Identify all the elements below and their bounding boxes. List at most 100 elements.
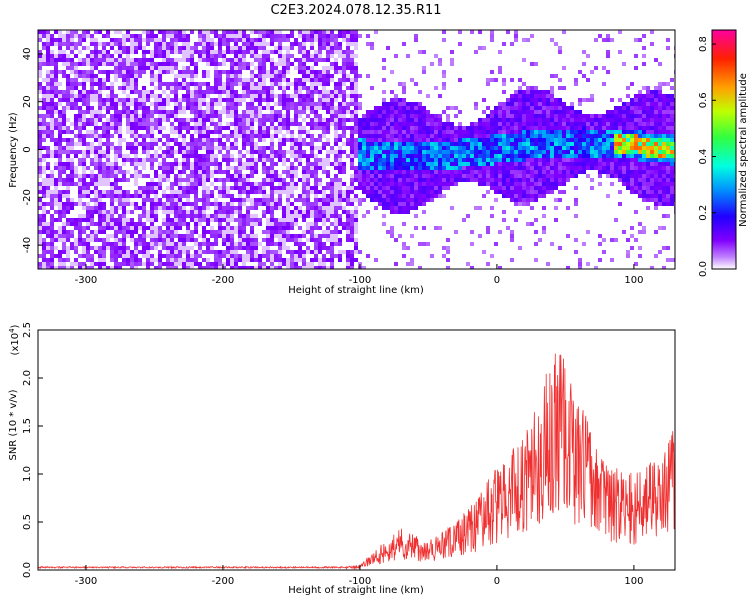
heatmap-cell: [222, 238, 226, 242]
heatmap-cell: [234, 134, 238, 138]
heatmap-cell: [354, 86, 358, 90]
heatmap-cell: [282, 234, 286, 238]
heatmap-cell: [186, 234, 190, 238]
heatmap-cell: [42, 42, 46, 46]
heatmap-cell: [110, 62, 114, 66]
heatmap-cell: [502, 194, 506, 198]
heatmap-cell: [522, 122, 526, 126]
heatmap-cell: [222, 226, 226, 230]
heatmap-cell: [450, 162, 454, 166]
heatmap-cell: [334, 130, 338, 134]
heatmap-cell: [258, 66, 262, 70]
heatmap-cell: [238, 258, 242, 262]
heatmap-cell: [182, 170, 186, 174]
heatmap-cell: [286, 206, 290, 210]
heatmap-cell: [242, 118, 246, 122]
heatmap-cell: [502, 122, 506, 126]
heatmap-cell: [58, 130, 62, 134]
heatmap-cell: [370, 142, 374, 146]
heatmap-cell: [342, 130, 346, 134]
heatmap-cell: [218, 266, 222, 269]
heatmap-cell: [74, 66, 78, 70]
heatmap-cell: [82, 74, 86, 78]
heatmap-cell: [194, 190, 198, 194]
heatmap-cell: [62, 98, 66, 102]
heatmap-cell: [394, 170, 398, 174]
heatmap-cell: [90, 82, 94, 86]
heatmap-cell: [350, 98, 354, 102]
heatmap-cell: [346, 202, 350, 206]
heatmap-cell: [190, 246, 194, 250]
heatmap-cell: [330, 214, 334, 218]
heatmap-cell: [150, 102, 154, 106]
heatmap-cell: [282, 118, 286, 122]
heatmap-cell: [186, 162, 190, 166]
heatmap-cell: [298, 42, 302, 46]
heatmap-cell: [282, 222, 286, 226]
heatmap-cell: [62, 230, 66, 234]
heatmap-cell: [450, 170, 454, 174]
heatmap-cell: [110, 210, 114, 214]
heatmap-cell: [126, 118, 130, 122]
heatmap-cell: [170, 250, 174, 254]
heatmap-cell: [302, 38, 306, 42]
heatmap-cell: [450, 138, 454, 142]
heatmap-cell: [346, 262, 350, 266]
heatmap-cell: [230, 110, 234, 114]
heatmap-cell: [230, 242, 234, 246]
heatmap-cell: [254, 186, 258, 190]
heatmap-cell: [134, 74, 138, 78]
heatmap-cell: [314, 110, 318, 114]
heatmap-cell: [198, 98, 202, 102]
heatmap-cell: [194, 222, 198, 226]
heatmap-cell: [534, 146, 538, 150]
heatmap-cell: [46, 134, 50, 138]
heatmap-cell: [522, 142, 526, 146]
heatmap-cell: [66, 222, 70, 226]
heatmap-cell: [246, 134, 250, 138]
heatmap-cell: [126, 94, 130, 98]
heatmap-cell: [66, 142, 70, 146]
heatmap-cell: [382, 58, 386, 62]
heatmap-cell: [294, 186, 298, 190]
heatmap-cell: [310, 82, 314, 86]
heatmap-cell: [146, 258, 150, 262]
heatmap-cell: [250, 50, 254, 54]
heatmap-cell: [238, 242, 242, 246]
heatmap-cell: [526, 90, 530, 94]
heatmap-cell: [142, 138, 146, 142]
heatmap-cell: [214, 154, 218, 158]
heatmap-cell: [422, 114, 426, 118]
heatmap-cell: [446, 106, 450, 110]
heatmap-cell: [314, 246, 318, 250]
heatmap-cell: [118, 238, 122, 242]
heatmap-cell: [418, 138, 422, 142]
heatmap-cell: [222, 90, 226, 94]
heatmap-cell: [498, 118, 502, 122]
heatmap-cell: [38, 98, 42, 102]
heatmap-cell: [286, 166, 290, 170]
heatmap-cell: [454, 162, 458, 166]
heatmap-cell: [58, 34, 62, 38]
heatmap-cell: [358, 102, 362, 106]
heatmap-cell: [146, 110, 150, 114]
heatmap-cell: [318, 58, 322, 62]
heatmap-cell: [358, 150, 362, 154]
heatmap-cell: [542, 154, 546, 158]
heatmap-cell: [450, 146, 454, 150]
heatmap-cell: [270, 202, 274, 206]
heatmap-cell: [502, 114, 506, 118]
heatmap-cell: [178, 74, 182, 78]
heatmap-cell: [506, 182, 510, 186]
heatmap-cell: [278, 50, 282, 54]
heatmap-cell: [330, 262, 334, 266]
heatmap-cell: [422, 226, 426, 230]
heatmap-cell: [318, 102, 322, 106]
heatmap-cell: [338, 122, 342, 126]
heatmap-cell: [246, 218, 250, 222]
heatmap-cell: [222, 206, 226, 210]
heatmap-cell: [310, 126, 314, 130]
heatmap-cell: [426, 146, 430, 150]
heatmap-cell: [466, 142, 470, 146]
heatmap-cell: [282, 238, 286, 242]
